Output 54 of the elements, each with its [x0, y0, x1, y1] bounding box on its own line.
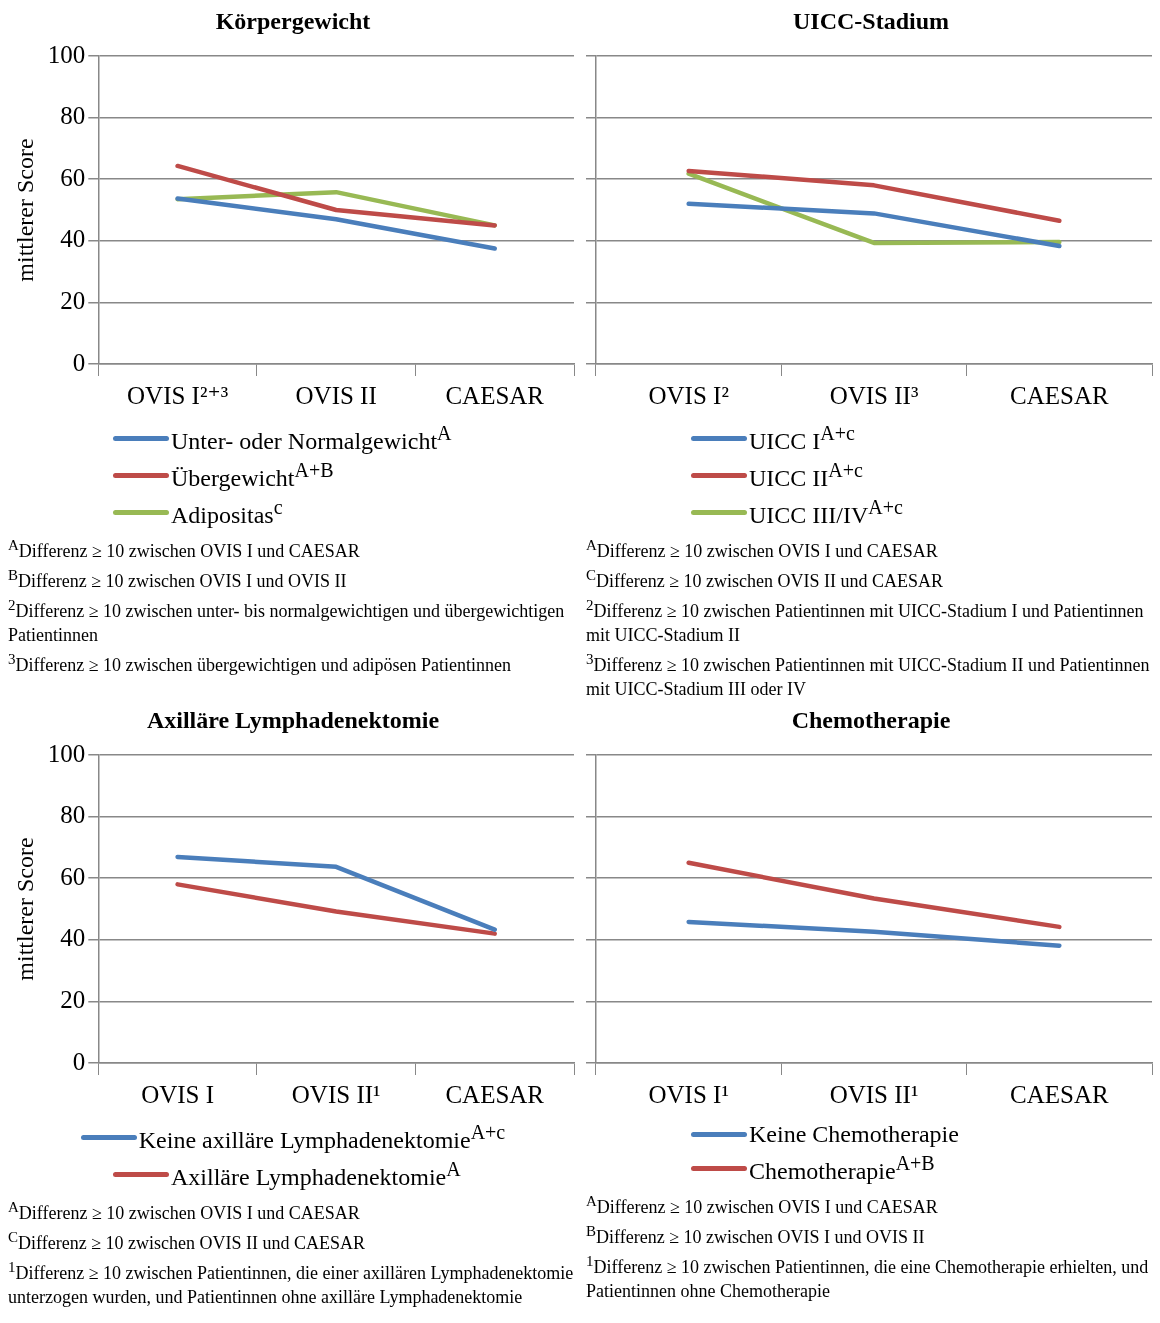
x-tick-label: CAESAR: [1010, 1080, 1109, 1108]
y-axis-title: mittlerer Score: [11, 837, 38, 981]
y-tick-label: 100: [47, 40, 86, 68]
x-tick-label: OVIS II: [295, 381, 377, 409]
x-tick-label: CAESAR: [1010, 381, 1109, 409]
legend-label: Unter- oder Normalgewicht$^{A}$: [171, 422, 452, 455]
chart-title: Körpergewicht: [214, 8, 372, 36]
text: $^{C}$Differenz ≥ 10 zwischen OVIS II und CAESAR: [586, 566, 944, 593]
x-tick-label: CAESAR: [445, 1080, 545, 1108]
text: $^{3}$Differenz ≥ 10 zwischen übergewichtigen und adipösen Patientinnen: [8, 650, 513, 677]
text: $^{1}$Differenz ≥ 10 zwischen Patientinnen, die einer axillären Lymphadenektomie unterzogen wurden, und Patientinnen ohne axilläre Lymphadenektomie: [8, 1258, 575, 1309]
text: $^{A}$Differenz ≥ 10 zwischen OVIS I und CAESAR: [8, 536, 361, 563]
legend-label: UICC I$^{A+c}$: [749, 422, 855, 455]
legend-label: UICC III/IV$^{A+c}$: [749, 496, 903, 529]
x-tick-label: OVIS II¹: [291, 1080, 381, 1108]
x-tick-label: OVIS II¹: [829, 1080, 919, 1108]
y-tick-label: 20: [60, 286, 86, 314]
text: $^{3}$Differenz ≥ 10 zwischen Patientinnen mit UICC-Stadium II und Patientinnen mit UICC-Stadium III oder IV: [586, 650, 1151, 701]
text: $^{A}$Differenz ≥ 10 zwischen OVIS I und CAESAR: [586, 536, 939, 563]
x-tick-label: OVIS I²⁺³: [127, 381, 229, 409]
text: $^{C}$Differenz ≥ 10 zwischen OVIS II und CAESAR: [8, 1228, 366, 1255]
text: $^{A}$Differenz ≥ 10 zwischen OVIS I und CAESAR: [586, 1192, 939, 1219]
y-tick-label: 0: [72, 348, 86, 376]
x-tick-label: OVIS II³: [829, 381, 919, 409]
chart-title: UICC-Stadium: [792, 8, 950, 36]
y-axis-title: mittlerer Score: [11, 138, 38, 282]
text: $^{A}$Differenz ≥ 10 zwischen OVIS I und CAESAR: [8, 1198, 361, 1225]
legend-label: Keine axilläre Lymphadenektomie$^{A+c}$: [138, 1121, 506, 1154]
x-tick-label: OVIS I¹: [648, 1080, 729, 1108]
text: $^{B}$Differenz ≥ 10 zwischen OVIS I und OVIS II: [586, 1222, 926, 1249]
text: $^{B}$Differenz ≥ 10 zwischen OVIS I und OVIS II: [8, 566, 348, 593]
legend-label: Adipositas$^{c}$: [171, 496, 283, 529]
text: $^{2}$Differenz ≥ 10 zwischen unter- bis normalgewichtigen und übergewichtigen Patientinnen: [8, 596, 566, 647]
y-tick-label: 60: [60, 163, 86, 191]
chart-title: Chemotherapie: [790, 707, 952, 735]
x-tick-label: OVIS I: [141, 1080, 215, 1108]
x-tick-label: CAESAR: [445, 381, 545, 409]
chart-title: Axilläre Lymphadenektomie: [145, 707, 441, 735]
legend-label: Übergewicht$^{A+B}$: [171, 459, 334, 492]
y-tick-label: 40: [60, 225, 86, 253]
y-tick-label: 100: [47, 739, 86, 767]
y-tick-label: 0: [72, 1047, 86, 1075]
y-tick-label: 80: [60, 801, 86, 829]
legend-label: Axilläre Lymphadenektomie$^{A}$: [171, 1158, 461, 1191]
legend-label: Chemotherapie$^{A+B}$: [749, 1152, 935, 1185]
y-tick-label: 20: [60, 985, 86, 1013]
text: $^{2}$Differenz ≥ 10 zwischen Patientinnen mit UICC-Stadium I und Patientinnen mit UICC-Stadium II: [586, 596, 1145, 647]
legend-label: UICC II$^{A+c}$: [749, 459, 863, 492]
x-tick-label: OVIS I²: [648, 381, 729, 409]
y-tick-label: 80: [60, 102, 86, 130]
y-tick-label: 60: [60, 862, 86, 890]
text: $^{1}$Differenz ≥ 10 zwischen Patientinnen, die eine Chemotherapie erhielten, und Patientinnen ohne Chemotherapie: [586, 1252, 1150, 1303]
legend-label: Keine Chemotherapie: [749, 1121, 959, 1148]
y-tick-label: 40: [60, 924, 86, 952]
